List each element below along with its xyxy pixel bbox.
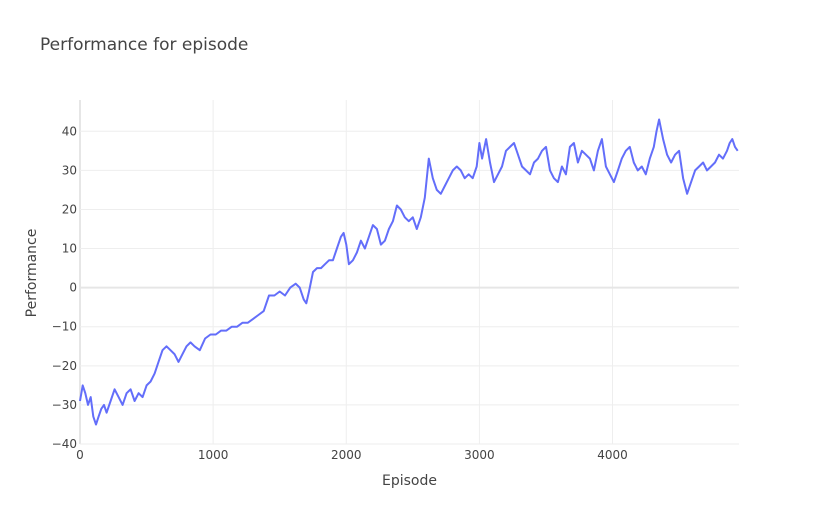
y-tick-label: 30 [62, 163, 77, 177]
y-tick-label: −10 [52, 320, 77, 334]
y-axis-title: Performance [24, 229, 40, 318]
x-tick-label: 3000 [464, 448, 495, 462]
x-tick-label: 0 [76, 448, 84, 462]
series-lines [79, 118, 739, 426]
y-tick-label: 10 [62, 242, 77, 256]
x-gridlines [79, 100, 614, 444]
y-tick-label: 0 [69, 281, 77, 295]
x-tick-label: 1000 [198, 448, 229, 462]
y-tick-label: −40 [52, 437, 77, 451]
x-tick-label: 4000 [597, 448, 628, 462]
series-line [79, 118, 739, 426]
y-tick-label: 40 [62, 124, 77, 138]
chart-title: Performance for episode [40, 35, 248, 55]
y-tick-label: −30 [52, 398, 77, 412]
y-tick-labels: −40 −30 −20 −10 0 10 20 30 40 [52, 124, 77, 451]
y-tick-label: 20 [62, 202, 77, 216]
y-tick-label: −20 [52, 359, 77, 373]
x-tick-labels: 0 1000 2000 3000 4000 [76, 448, 628, 462]
y-gridlines [80, 130, 739, 445]
x-axis-title: Episode [382, 473, 437, 489]
x-tick-label: 2000 [331, 448, 362, 462]
